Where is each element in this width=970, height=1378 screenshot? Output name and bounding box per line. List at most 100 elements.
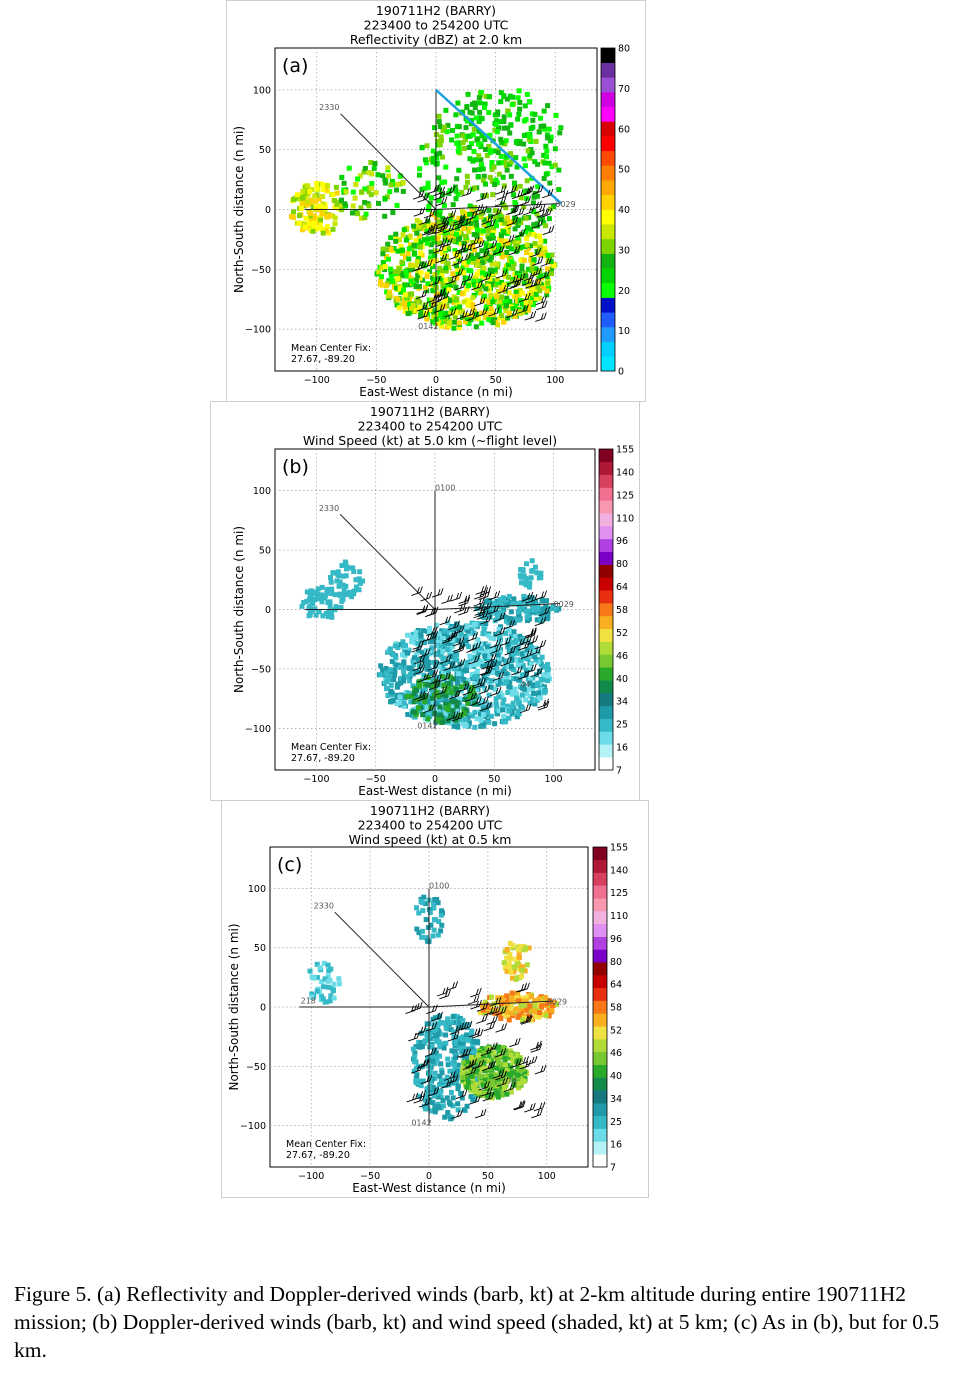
echo-pixel — [362, 215, 368, 221]
echo-pixel — [486, 719, 492, 725]
echo-pixel — [481, 626, 487, 632]
echo-pixel — [324, 224, 330, 230]
echo-pixel — [309, 991, 315, 997]
echo-pixel — [464, 118, 470, 124]
echo-pixel — [429, 695, 435, 701]
echo-pixel — [465, 1059, 471, 1065]
echo-pixel — [481, 662, 487, 668]
colorbar-label: 7 — [616, 766, 622, 777]
echo-pixel — [401, 700, 407, 706]
echo-pixel — [529, 292, 535, 298]
echo-pixel — [517, 700, 523, 706]
echo-pixel — [417, 244, 423, 250]
echo-pixel — [438, 1061, 444, 1067]
echo-pixel — [492, 648, 498, 654]
echo-pixel — [445, 667, 451, 673]
echo-pixel — [437, 208, 443, 214]
wind-barb — [435, 196, 448, 207]
echo-pixel — [547, 138, 553, 144]
echo-pixel — [460, 133, 466, 139]
echo-pixel — [462, 637, 468, 643]
echo-pixel — [556, 167, 562, 173]
colorbar-segment — [599, 564, 613, 578]
echo-pixel — [472, 700, 478, 706]
echo-pixel — [436, 212, 442, 218]
echo-pixel — [351, 591, 357, 597]
echo-pixel — [495, 670, 501, 676]
echo-pixel — [525, 148, 531, 154]
wind-barb — [444, 209, 457, 220]
wind-barb — [425, 300, 437, 311]
echo-pixel — [324, 586, 330, 592]
echo-pixel — [343, 583, 349, 589]
echo-pixel — [511, 180, 517, 186]
echo-pixel — [505, 261, 511, 267]
echo-pixel — [392, 269, 398, 275]
echo-pixel — [484, 649, 490, 655]
echo-pixel — [501, 1085, 507, 1091]
echo-pixel — [299, 227, 305, 233]
echo-pixel — [343, 561, 349, 567]
echo-pixel — [455, 1101, 461, 1107]
echo-pixel — [463, 707, 469, 713]
echo-pixel — [504, 993, 510, 999]
echo-pixel — [543, 995, 549, 1001]
echo-pixel — [411, 1056, 417, 1062]
echo-pixel — [395, 662, 401, 668]
echo-pixel — [527, 299, 533, 305]
echo-pixel — [430, 288, 436, 294]
echo-pixel — [431, 905, 437, 911]
colorbar-segment — [601, 209, 615, 225]
echo-pixel — [414, 1073, 420, 1079]
echo-pixel — [516, 641, 522, 647]
echo-pixel — [505, 675, 511, 681]
echo-pixel — [443, 319, 449, 325]
echo-pixel — [457, 716, 463, 722]
echo-pixel — [418, 1083, 424, 1089]
wind-barb — [444, 307, 457, 318]
echo-pixel — [517, 677, 523, 683]
echo-pixel — [503, 162, 509, 168]
echo-pixel — [443, 1032, 449, 1038]
echo-pixel — [409, 693, 415, 699]
echo-pixel — [512, 303, 518, 309]
echo-pixel — [466, 1053, 472, 1059]
echo-pixel — [366, 170, 372, 176]
echo-pixel — [395, 181, 401, 187]
x-tick-label: 0 — [426, 1171, 432, 1182]
echo-pixel — [509, 620, 515, 626]
echo-pixel — [467, 211, 473, 217]
wind-barb — [417, 309, 430, 320]
echo-pixel — [497, 299, 503, 305]
plot-a-svg: 190711H2 (BARRY)223400 to 254200 UTCRefl… — [232, 3, 630, 399]
echo-pixel — [471, 630, 477, 636]
colorbar-segment — [593, 923, 607, 937]
echo-pixel — [319, 211, 325, 217]
echo-pixel — [445, 684, 451, 690]
echo-pixel — [524, 687, 530, 693]
echo-pixel — [420, 1078, 426, 1084]
y-tick-label: 100 — [248, 884, 266, 895]
echo-pixel — [501, 114, 507, 120]
echo-pixel — [539, 686, 545, 692]
wind-barb — [406, 1092, 419, 1103]
echo-pixel — [430, 700, 436, 706]
echo-pixel — [496, 655, 502, 661]
echo-pixel — [486, 692, 492, 698]
echo-pixel — [431, 927, 437, 933]
wind-barb — [428, 680, 441, 691]
echo-pixel — [433, 1026, 439, 1032]
track-time-label: 44 — [520, 680, 530, 689]
wind-barb — [417, 192, 430, 203]
echo-pixel — [388, 182, 394, 188]
wind-barb — [484, 1005, 497, 1016]
track-time-label: 74 — [507, 1077, 517, 1086]
echo-pixel — [506, 964, 512, 970]
echo-pixel — [450, 238, 456, 244]
x-tick-label: 50 — [482, 1171, 494, 1182]
wind-barb — [416, 1059, 429, 1069]
echo-pixel — [461, 260, 467, 266]
echo-pixel — [329, 614, 335, 620]
echo-pixel — [470, 295, 476, 301]
echo-pixel — [416, 683, 422, 689]
